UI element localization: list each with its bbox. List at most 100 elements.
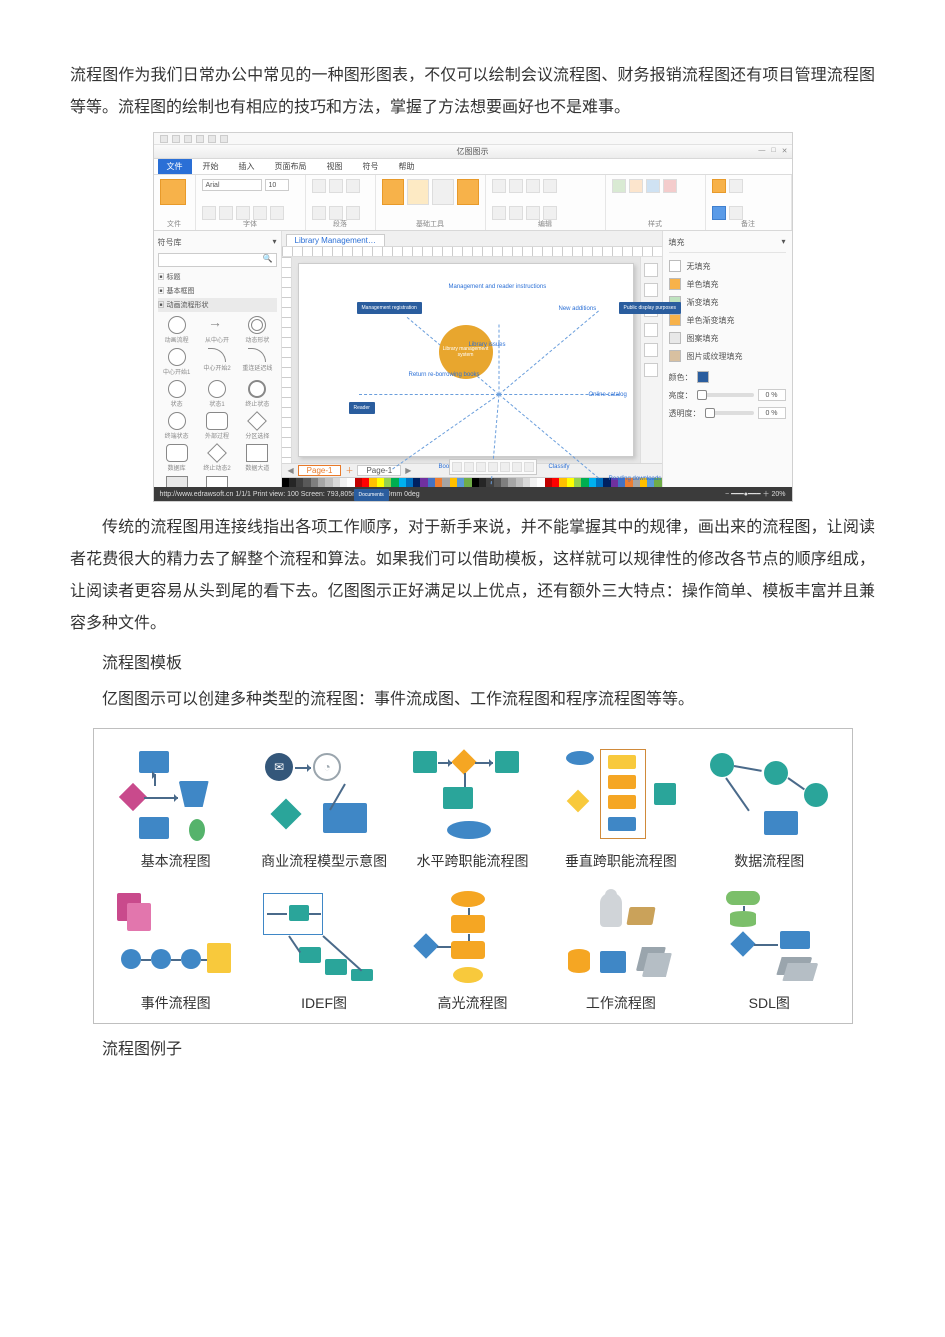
- tab-view[interactable]: 视图: [318, 158, 352, 174]
- page-add-icon[interactable]: ＋: [345, 465, 353, 476]
- edit-button[interactable]: [509, 179, 523, 193]
- qat-button[interactable]: [172, 135, 180, 143]
- leaf-node[interactable]: Reader: [349, 402, 375, 414]
- edit-button[interactable]: [526, 206, 540, 220]
- fill-option[interactable]: 无填充: [669, 257, 786, 275]
- shape-item[interactable]: 状态: [160, 380, 194, 408]
- tab-symbol[interactable]: 符号: [354, 158, 388, 174]
- side-tool-icon[interactable]: [644, 263, 658, 277]
- style-button[interactable]: [663, 179, 677, 193]
- theme-button[interactable]: [729, 206, 743, 220]
- page-prev-icon[interactable]: ◀: [288, 466, 294, 475]
- template-item[interactable]: 水平跨职能流程图: [404, 747, 540, 871]
- zoom-in-icon[interactable]: ＋: [763, 491, 770, 498]
- align-button[interactable]: [329, 206, 343, 220]
- shape-item[interactable]: 结果形: [160, 476, 194, 487]
- line-button[interactable]: [729, 179, 743, 193]
- shape-item[interactable]: 动画流程: [160, 316, 194, 344]
- qat-button[interactable]: [160, 135, 168, 143]
- italic-button[interactable]: [219, 206, 233, 220]
- tab-help[interactable]: 帮助: [390, 158, 424, 174]
- maximize-icon[interactable]: □: [771, 147, 775, 155]
- document-tab[interactable]: Library Management…: [286, 234, 385, 246]
- align-button[interactable]: [312, 179, 326, 193]
- edit-button[interactable]: [543, 206, 557, 220]
- template-item[interactable]: 工作流程图: [553, 889, 689, 1013]
- tab-layout[interactable]: 页面布局: [266, 158, 316, 174]
- qat-button[interactable]: [208, 135, 216, 143]
- shape-item[interactable]: 终止动态2: [200, 444, 234, 472]
- underline-button[interactable]: [236, 206, 250, 220]
- shape-item[interactable]: 突走1: [200, 476, 234, 487]
- qat-button[interactable]: [184, 135, 192, 143]
- category-item[interactable]: ▣ 动画流程形状: [158, 298, 277, 312]
- page-next-icon[interactable]: ▶: [405, 466, 411, 475]
- select-button[interactable]: [407, 179, 429, 205]
- shape-search-input[interactable]: [158, 253, 277, 267]
- tab-home[interactable]: 开始: [194, 158, 228, 174]
- page-tab[interactable]: Page-1: [298, 465, 342, 476]
- template-item[interactable]: ✉ ◔ 商业流程模型示意图: [256, 747, 392, 871]
- shape-item[interactable]: 中心开始2: [200, 348, 234, 376]
- template-item[interactable]: IDEF图: [256, 889, 392, 1013]
- template-item[interactable]: 数据流程图: [701, 747, 837, 871]
- edit-button[interactable]: [509, 206, 523, 220]
- shape-item[interactable]: 终端状态: [160, 412, 194, 440]
- edit-button[interactable]: [543, 179, 557, 193]
- shape-item[interactable]: 重连延迟线: [240, 348, 274, 376]
- style-button[interactable]: [646, 179, 660, 193]
- style-button[interactable]: [629, 179, 643, 193]
- shape-item[interactable]: 从中心开: [200, 316, 234, 344]
- align-button[interactable]: [346, 206, 360, 220]
- align-button[interactable]: [346, 179, 360, 193]
- tab-insert[interactable]: 插入: [230, 158, 264, 174]
- shape-item[interactable]: 终止状态: [240, 380, 274, 408]
- template-item[interactable]: SDL图: [701, 889, 837, 1013]
- zoom-out-icon[interactable]: −: [725, 491, 729, 498]
- shape-item[interactable]: 数据库: [160, 444, 194, 472]
- color-button[interactable]: [253, 206, 267, 220]
- tab-file[interactable]: 文件: [158, 158, 192, 174]
- leaf-node[interactable]: Documents: [354, 489, 389, 501]
- drawing-page[interactable]: Management and reader instructions Libra…: [298, 263, 634, 457]
- fill-option[interactable]: 单色渐变填充: [669, 311, 786, 329]
- paste-button[interactable]: [160, 179, 186, 205]
- shape-item[interactable]: 数据大道: [240, 444, 274, 472]
- font-name-select[interactable]: Arial: [202, 179, 262, 191]
- qat-button[interactable]: [196, 135, 204, 143]
- font-size-select[interactable]: 10: [265, 179, 289, 191]
- panel-menu-icon[interactable]: ▾: [272, 237, 276, 248]
- minimize-icon[interactable]: —: [758, 147, 765, 155]
- align-button[interactable]: [329, 179, 343, 193]
- fill-option[interactable]: 渐变填充: [669, 293, 786, 311]
- side-tool-icon[interactable]: [644, 363, 658, 377]
- leaf-node[interactable]: Management registration: [357, 302, 422, 314]
- category-item[interactable]: ▣ 基本框图: [158, 284, 277, 298]
- shape-item[interactable]: 外部过程: [200, 412, 234, 440]
- edit-button[interactable]: [492, 206, 506, 220]
- side-tool-icon[interactable]: [644, 283, 658, 297]
- template-item[interactable]: 垂直跨职能流程图: [553, 747, 689, 871]
- template-item[interactable]: 高光流程图: [404, 889, 540, 1013]
- pointer-button[interactable]: [382, 179, 404, 205]
- leaf-node[interactable]: Public display purposes: [619, 302, 682, 314]
- text-button[interactable]: [432, 179, 454, 205]
- brightness-slider[interactable]: [697, 393, 754, 397]
- shape-item[interactable]: 中心开始1: [160, 348, 194, 376]
- panel-menu-icon[interactable]: ▾: [781, 237, 785, 248]
- transparency-slider[interactable]: [705, 411, 754, 415]
- edit-button[interactable]: [492, 179, 506, 193]
- shape-item[interactable]: 状态1: [200, 380, 234, 408]
- fill-option[interactable]: 图案填充: [669, 329, 786, 347]
- side-tool-icon[interactable]: [644, 323, 658, 337]
- fill-button[interactable]: [712, 179, 726, 193]
- edit-button[interactable]: [526, 179, 540, 193]
- align-button[interactable]: [312, 206, 326, 220]
- color-palette[interactable]: [282, 477, 662, 487]
- template-item[interactable]: 事件流程图: [108, 889, 244, 1013]
- color-swatch[interactable]: [697, 371, 709, 383]
- shape-item[interactable]: 分区选择: [240, 412, 274, 440]
- style-button[interactable]: [612, 179, 626, 193]
- side-tool-icon[interactable]: [644, 343, 658, 357]
- close-icon[interactable]: ✕: [782, 147, 788, 155]
